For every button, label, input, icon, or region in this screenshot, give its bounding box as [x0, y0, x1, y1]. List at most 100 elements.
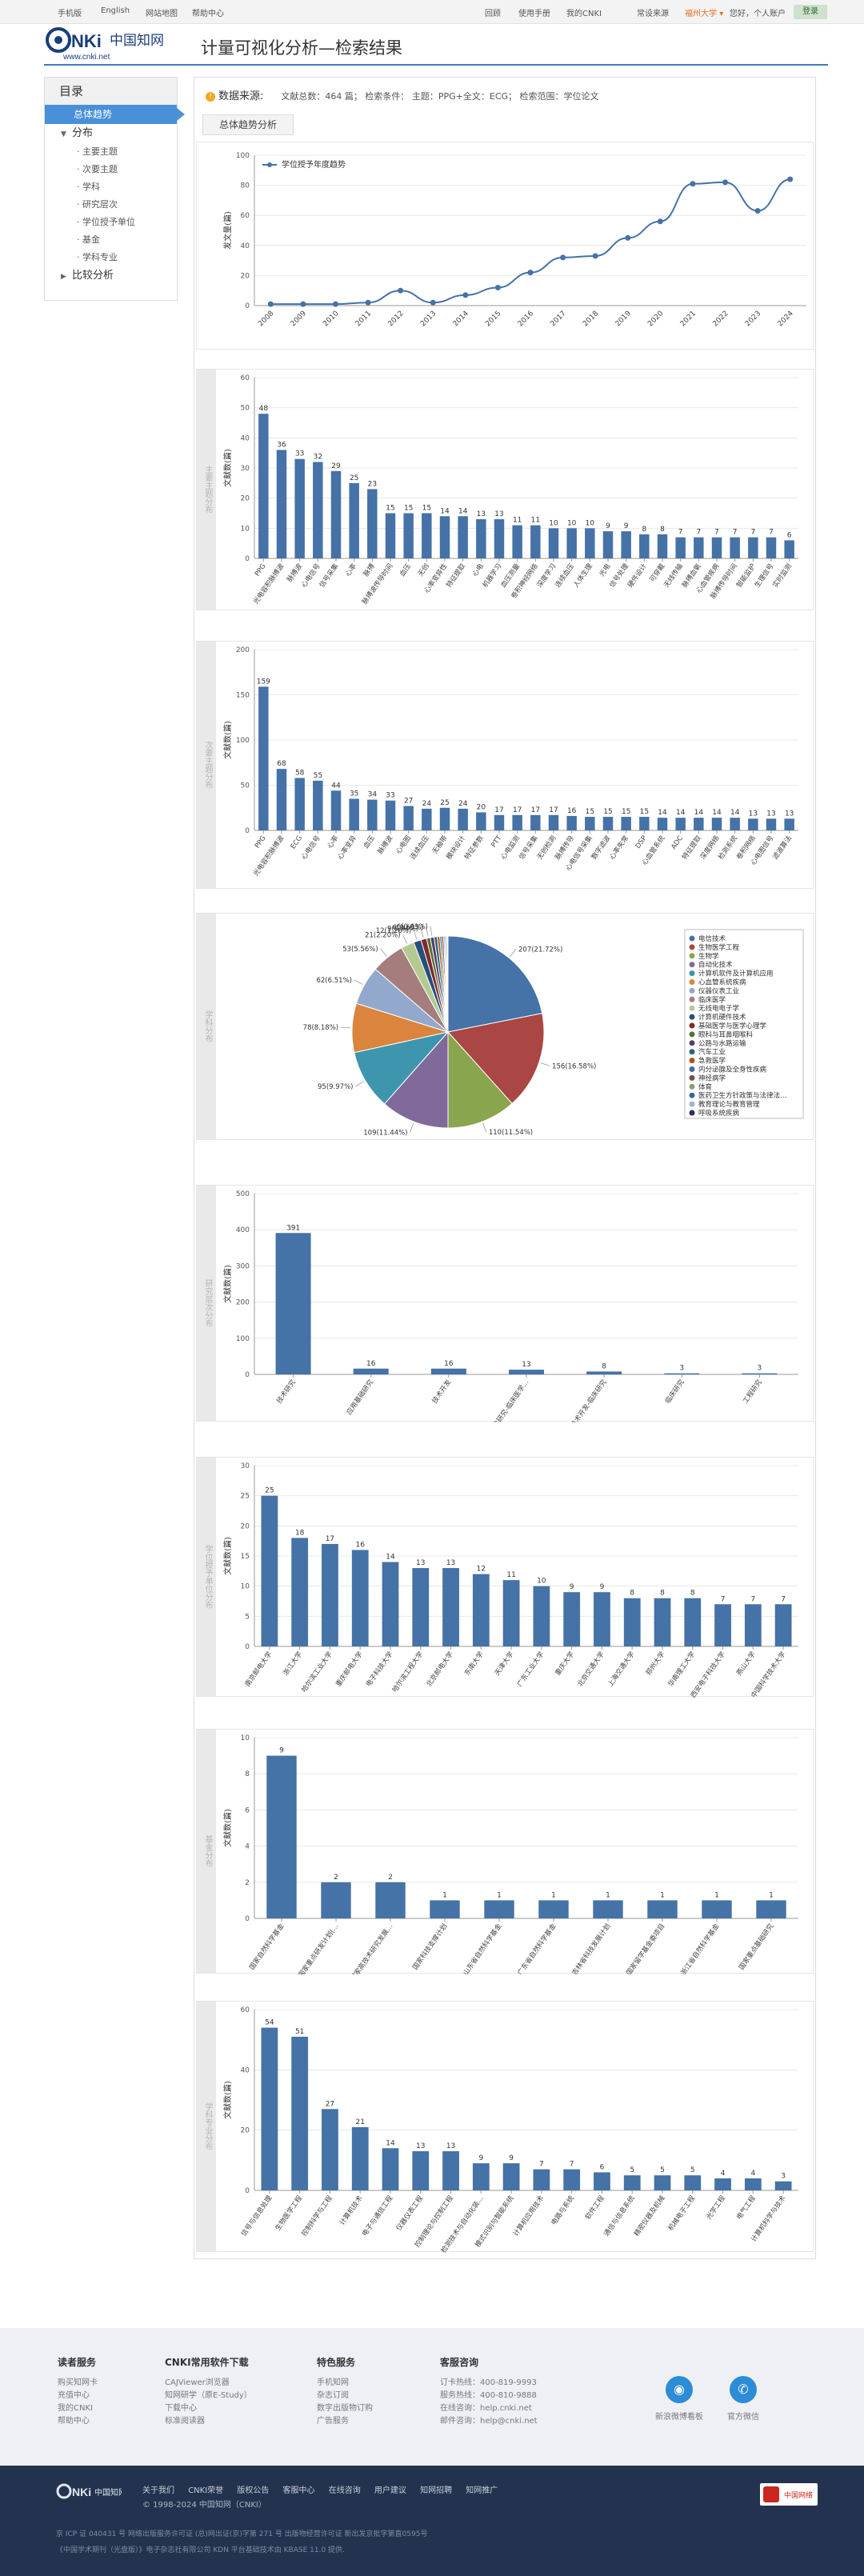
sidebar-group-distribution[interactable]: ▼ 分布	[45, 124, 177, 143]
bottom-link[interactable]: 关于我们	[142, 2486, 174, 2495]
cnki-logo[interactable]: NKi 中国知网 www.cnki.net	[46, 26, 166, 61]
x-tick-label: 人体生理	[571, 562, 594, 590]
bottom-link[interactable]: 知网推广	[466, 2486, 498, 2495]
footer-link[interactable]: 数字出版物订购	[317, 2404, 373, 2413]
legend-label: 电信技术	[698, 934, 726, 943]
footer-link[interactable]: 我的CNKI	[58, 2404, 93, 2413]
x-tick-label: 国家高技术研究发展…	[349, 1922, 395, 1974]
x-tick-label: 2017	[549, 310, 567, 328]
bottom-link[interactable]: CNKI荣誉	[188, 2486, 224, 2495]
sidebar-item-secondary-topic[interactable]: · 次要主题	[77, 164, 118, 174]
sidebar-item-institution[interactable]: · 学位授予单位	[77, 217, 135, 227]
footer-link[interactable]: 标准阅读器	[165, 2417, 205, 2426]
login-button[interactable]: 登录	[794, 5, 827, 19]
data-label: 9	[600, 1583, 605, 1591]
x-tick-label: PPG	[254, 562, 268, 578]
sidebar-group-comparison[interactable]: ▶ 比较分析	[45, 266, 177, 286]
footer-link[interactable]: 下载中心	[165, 2404, 197, 2413]
bottom-link[interactable]: 客服中心	[282, 2486, 315, 2495]
sidebar-item-major-field[interactable]: · 学科专业	[77, 252, 118, 262]
bar	[602, 817, 614, 830]
bar	[276, 450, 287, 558]
data-label: 11	[531, 517, 540, 525]
footer-link[interactable]: 手机知网	[317, 2378, 349, 2387]
footer-link[interactable]: 帮助中心	[58, 2417, 90, 2426]
y-tick-label: 50	[241, 782, 250, 790]
chart-side-label: 基金分布	[197, 1730, 216, 1973]
bottom-link[interactable]: 在线咨询	[328, 2486, 361, 2495]
data-label: 2	[388, 1874, 393, 1882]
x-tick-label: 2016	[517, 310, 535, 328]
footer-link[interactable]: 广告服务	[317, 2417, 349, 2426]
data-label: 7	[733, 529, 738, 537]
bar	[442, 1568, 459, 1646]
bar	[593, 1900, 623, 1918]
regular-source-link[interactable]: 常设来源	[637, 10, 669, 18]
bar	[403, 806, 414, 830]
manual-link[interactable]: 使用手册	[518, 10, 550, 18]
bar	[566, 528, 577, 558]
y-tick-label: 100	[236, 737, 250, 745]
bar	[321, 1882, 351, 1918]
x-tick-label: 电子与通信工程	[360, 2194, 394, 2238]
data-label: 17	[531, 806, 540, 814]
x-tick-label: 无袖带	[430, 834, 450, 856]
y-tick-label: 100	[236, 152, 250, 160]
legend-label: 汽车工业	[698, 1048, 726, 1057]
bar	[702, 1900, 732, 1918]
weibo-qr[interactable]: ◉ 新浪微博看板	[651, 2376, 707, 2422]
account-text: 您好，个人账户	[730, 10, 786, 18]
bottom-link[interactable]: 版权公告	[237, 2486, 270, 2495]
sidebar-item-overall-trend[interactable]: 总体趋势	[45, 105, 185, 124]
english-link[interactable]: English	[101, 6, 130, 15]
sidebar-item-major-topic[interactable]: · 主要主题	[77, 146, 118, 157]
label-leader	[410, 1122, 414, 1133]
sidebar-item-discipline[interactable]: · 学科	[77, 182, 100, 192]
trust-badge[interactable]: 中国网络	[760, 2483, 818, 2506]
sidebar-item-fund[interactable]: · 基金	[77, 234, 100, 245]
legend-label: 计算机软件及计算机应用	[698, 970, 774, 978]
research-level-chart-card: 研究层次分布 0 100 200 300 400 500 文献数(篇) 391 技术研究 16 应用基…	[196, 1185, 814, 1422]
bottom-link[interactable]: 知网招聘	[420, 2486, 453, 2495]
x-tick-label: 应用基础研究	[345, 1378, 376, 1416]
footer-link[interactable]: 杂志订阅	[317, 2391, 349, 2400]
bar	[594, 2172, 610, 2190]
sidebar-item-research-level[interactable]: · 研究层次	[77, 199, 118, 210]
review-link[interactable]: 回顾	[485, 10, 501, 18]
y-tick-label: 20	[241, 272, 250, 280]
legend-marker	[267, 162, 272, 167]
footer-link[interactable]: CAJViewer浏览器	[165, 2378, 230, 2387]
x-tick-label: ECG	[290, 834, 304, 850]
bar	[530, 525, 541, 558]
license-line: 《中国学术期刊（光盘版）》电子杂志社有限公司 KDN 平台基础技术由 KBASE…	[56, 2546, 345, 2554]
y-tick-label: 25	[241, 1493, 250, 1501]
wechat-qr[interactable]: ✆ 官方微信	[715, 2376, 771, 2422]
legend-marker	[689, 1066, 695, 1072]
bar	[442, 2151, 459, 2190]
chevron-down-icon: ▼	[61, 130, 66, 138]
footer-link[interactable]: 购买知网卡	[58, 2378, 98, 2387]
x-tick-label: 电路与系统	[550, 2194, 577, 2227]
bar	[586, 1371, 622, 1374]
tab-overall-trend[interactable]: 总体趋势分析	[202, 114, 294, 135]
my-cnki-link[interactable]: 我的CNKI	[566, 10, 602, 18]
footer-link[interactable]: 知网研学（原E-Study）	[165, 2391, 252, 2400]
y-tick-label: 30	[241, 1462, 250, 1470]
y-tick-label: 50	[241, 405, 250, 413]
mobile-link[interactable]: 手机版	[58, 10, 82, 18]
sitemap-link[interactable]: 网站地图	[146, 10, 178, 18]
bar	[422, 513, 432, 558]
university-link[interactable]: 福州大学 ▾	[685, 10, 724, 18]
data-label: 14	[712, 809, 722, 817]
bottom-link[interactable]: 用户建议	[374, 2486, 406, 2495]
x-tick-label: 光学工程	[704, 2194, 727, 2222]
chart-side-label: 研究层次分布	[197, 1186, 216, 1421]
bar	[647, 1900, 678, 1918]
help-center-link[interactable]: 帮助中心	[192, 10, 224, 18]
footer-link[interactable]: 充值中心	[58, 2391, 90, 2400]
bar	[472, 2163, 490, 2190]
bar	[313, 780, 323, 830]
y-tick-label: 200	[236, 1299, 250, 1307]
data-label: 13	[766, 810, 775, 818]
bar	[563, 2169, 581, 2190]
